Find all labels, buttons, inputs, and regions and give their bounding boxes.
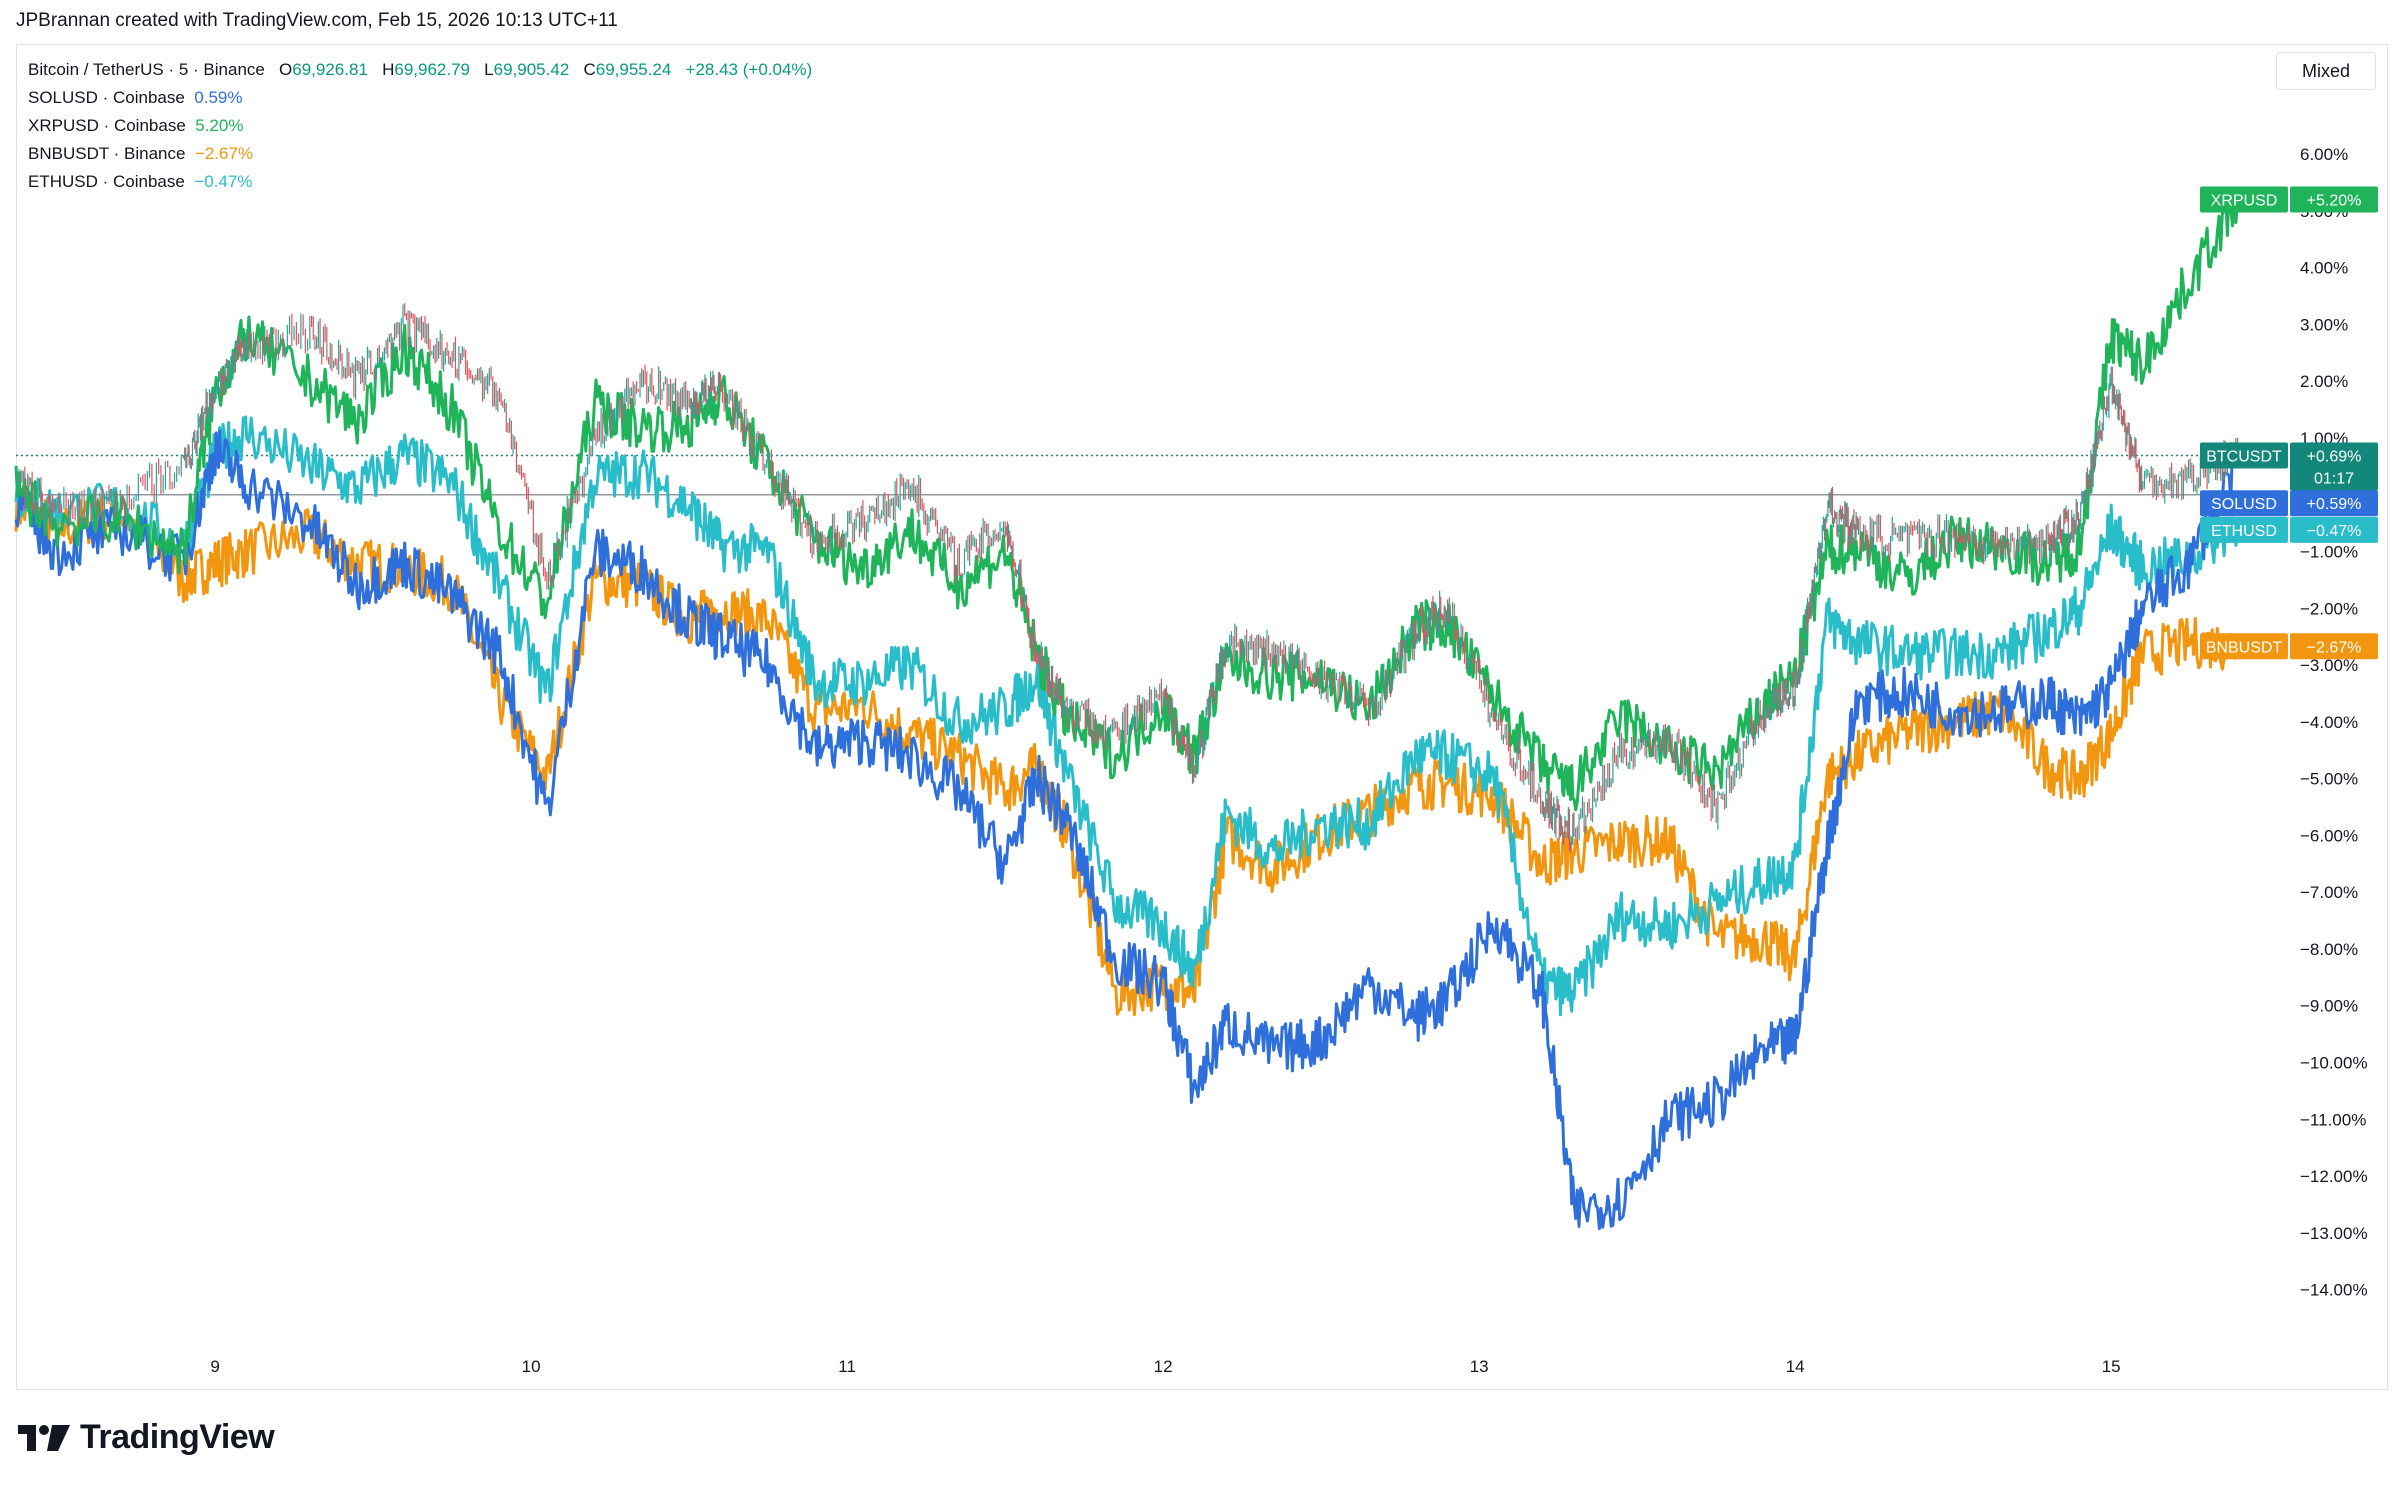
price-tag-value-text: +0.59% xyxy=(2307,496,2362,513)
legend-value: −2.67% xyxy=(194,144,254,163)
y-tick-label: −10.00% xyxy=(2300,1053,2368,1072)
legend-name: BNBUSDT · Binance xyxy=(28,144,186,163)
close-label: C xyxy=(583,60,596,79)
price-tag-value-text: +5.20% xyxy=(2307,192,2362,209)
y-tick-label: 2.00% xyxy=(2300,372,2348,391)
price-tag-name-xrpusd xyxy=(2200,186,2288,213)
high-label: H xyxy=(382,60,395,79)
chart-legend: Bitcoin / TetherUS · 5 · Binance O69,926… xyxy=(28,56,812,196)
price-tag-value-text: +0.69% xyxy=(2307,449,2362,466)
legend-name: XRPUSD · Coinbase xyxy=(28,116,186,135)
price-tag-countdown: 01:17 xyxy=(2314,471,2354,488)
legend-row-ethusd[interactable]: ETHUSD · Coinbase −0.47% xyxy=(28,168,812,196)
legend-name: SOLUSD · Coinbase xyxy=(28,88,185,107)
x-tick-label: 9 xyxy=(210,1357,219,1376)
legend-value: −0.47% xyxy=(194,172,253,191)
main-symbol-name: Bitcoin / TetherUS · 5 · Binance xyxy=(28,60,265,79)
series-line-bnbusdt xyxy=(14,483,2240,1017)
price-tag-value-bnbusdt xyxy=(2290,633,2378,660)
price-tag-value-ethusd xyxy=(2290,516,2378,543)
y-tick-label: −3.00% xyxy=(2300,656,2358,675)
x-tick-label: 11 xyxy=(838,1357,856,1376)
series-line-xrpusd xyxy=(14,186,2240,812)
y-tick-label: −9.00% xyxy=(2300,997,2358,1016)
tradingview-logo[interactable]: TradingView xyxy=(18,1418,275,1457)
tradingview-logo-icon xyxy=(18,1424,70,1451)
price-tag-value-text: −2.67% xyxy=(2307,639,2362,656)
x-tick-label: 10 xyxy=(522,1357,541,1376)
chart-frame xyxy=(16,44,2388,1390)
x-tick-label: 13 xyxy=(1470,1357,1489,1376)
price-tag-value-xrpusd xyxy=(2290,186,2378,213)
x-tick-label: 12 xyxy=(1154,1357,1173,1376)
y-tick-label: 4.00% xyxy=(2300,259,2348,278)
y-tick-label: 6.00% xyxy=(2300,145,2348,164)
series-line-ethusd xyxy=(14,415,2240,1017)
price-tag-name-btcusdt xyxy=(2200,442,2288,469)
change-value: +28.43 (+0.04%) xyxy=(685,60,813,79)
price-tag-name-text: BNBUSDT xyxy=(2206,639,2283,656)
legend-value: 5.20% xyxy=(195,116,244,135)
main-symbol-legend[interactable]: Bitcoin / TetherUS · 5 · Binance O69,926… xyxy=(28,56,812,84)
price-tag-name-text: BTCUSDT xyxy=(2206,449,2282,466)
price-tag-name-solusd xyxy=(2200,490,2288,517)
y-tick-label: −11.00% xyxy=(2300,1110,2366,1129)
legend-row-bnbusdt[interactable]: BNBUSDT · Binance −2.67% xyxy=(28,140,812,168)
price-tag-name-text: XRPUSD xyxy=(2211,192,2278,209)
legend-value: 0.59% xyxy=(194,88,243,107)
legend-name: ETHUSD · Coinbase xyxy=(28,172,185,191)
y-tick-label: −7.00% xyxy=(2300,883,2358,902)
series-line-solusd xyxy=(14,429,2239,1231)
close-value: 69,955.24 xyxy=(595,60,672,79)
low-value: 69,905.42 xyxy=(493,60,570,79)
y-tick-label: −2.00% xyxy=(2300,599,2358,618)
scale-mode-button[interactable]: Mixed xyxy=(2276,52,2376,90)
price-tag-value-btcusdt xyxy=(2290,442,2378,491)
price-tag-value-solusd xyxy=(2290,490,2378,517)
legend-row-xrpusd[interactable]: XRPUSD · Coinbase 5.20% xyxy=(28,112,812,140)
x-tick-label: 15 xyxy=(2102,1357,2121,1376)
y-tick-label: −13.00% xyxy=(2300,1224,2368,1243)
price-tag-name-text: SOLUSD xyxy=(2211,496,2277,513)
y-tick-label: −12.00% xyxy=(2300,1167,2368,1186)
price-tag-name-text: ETHUSD xyxy=(2211,523,2277,540)
high-value: 69,962.79 xyxy=(394,60,470,79)
chart-caption: JPBrannan created with TradingView.com, … xyxy=(16,10,618,31)
low-label: L xyxy=(484,60,494,79)
y-tick-label: −1.00% xyxy=(2300,542,2358,561)
y-tick-label: 3.00% xyxy=(2300,315,2348,334)
tradingview-wordmark: TradingView xyxy=(80,1418,275,1456)
y-tick-label: −6.00% xyxy=(2300,826,2358,845)
price-tag-name-bnbusdt xyxy=(2200,633,2288,660)
open-label: O xyxy=(279,60,293,79)
legend-row-solusd[interactable]: SOLUSD · Coinbase 0.59% xyxy=(28,84,812,112)
y-tick-label: −4.00% xyxy=(2300,713,2358,732)
y-tick-label: −8.00% xyxy=(2300,940,2358,959)
y-tick-label: −5.00% xyxy=(2300,770,2358,789)
price-tag-value-text: −0.47% xyxy=(2307,523,2362,540)
y-tick-label: −14.00% xyxy=(2300,1281,2368,1300)
price-tag-name-ethusd xyxy=(2200,516,2288,543)
open-value: 69,926.81 xyxy=(292,60,368,79)
x-tick-label: 14 xyxy=(1786,1357,1805,1376)
